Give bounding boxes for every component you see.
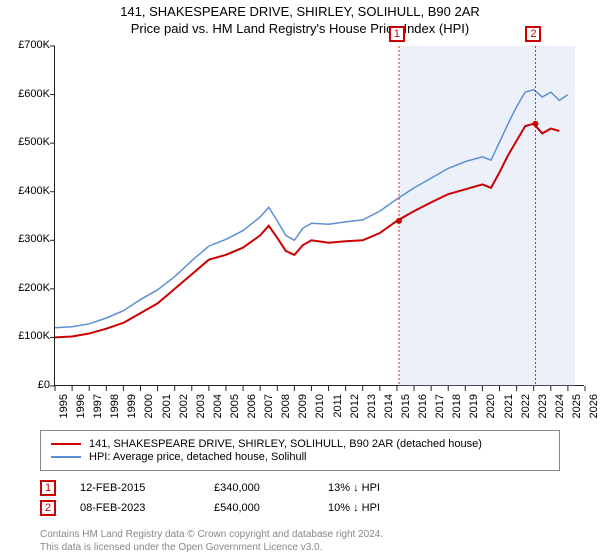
x-axis-label: 2003 xyxy=(195,394,207,434)
callout-marker-1: 1 xyxy=(389,26,405,42)
x-axis-label: 2006 xyxy=(246,394,258,434)
y-axis-label: £600K xyxy=(0,88,50,100)
chart-title-main: 141, SHAKESPEARE DRIVE, SHIRLEY, SOLIHUL… xyxy=(0,4,600,19)
x-axis-label: 2000 xyxy=(143,394,155,434)
x-axis-label: 1999 xyxy=(126,394,138,434)
x-axis-label: 2023 xyxy=(537,394,549,434)
x-axis-label: 2020 xyxy=(485,394,497,434)
x-axis-label: 2016 xyxy=(417,394,429,434)
x-axis-label: 2025 xyxy=(571,394,583,434)
x-axis-label: 2017 xyxy=(434,394,446,434)
event-row: 1 12-FEB-2015 £340,000 13% ↓ HPI xyxy=(40,478,560,498)
x-axis-label: 1997 xyxy=(92,394,104,434)
x-axis-label: 2026 xyxy=(588,394,600,434)
x-axis-label: 1995 xyxy=(58,394,70,434)
x-axis-label: 2004 xyxy=(212,394,224,434)
legend-label: HPI: Average price, detached house, Soli… xyxy=(89,451,307,463)
callout-marker-2: 2 xyxy=(525,26,541,42)
event-date: 12-FEB-2015 xyxy=(80,482,190,494)
event-row: 2 08-FEB-2023 £540,000 10% ↓ HPI xyxy=(40,498,560,518)
x-axis-label: 2007 xyxy=(263,394,275,434)
y-axis-label: £500K xyxy=(0,136,50,148)
chart-legend: 141, SHAKESPEARE DRIVE, SHIRLEY, SOLIHUL… xyxy=(40,430,560,471)
event-marker-box: 1 xyxy=(40,480,56,496)
chart-titles: 141, SHAKESPEARE DRIVE, SHIRLEY, SOLIHUL… xyxy=(0,0,600,36)
x-axis-label: 2013 xyxy=(366,394,378,434)
y-axis-label: £300K xyxy=(0,233,50,245)
y-axis-label: £0 xyxy=(0,379,50,391)
x-axis-label: 2015 xyxy=(400,394,412,434)
legend-swatch xyxy=(51,456,81,458)
x-axis-label: 2022 xyxy=(520,394,532,434)
footer-attribution: Contains HM Land Registry data © Crown c… xyxy=(40,528,383,554)
chart-plot-area xyxy=(54,46,584,386)
x-axis-label: 2001 xyxy=(161,394,173,434)
footer-line-1: Contains HM Land Registry data © Crown c… xyxy=(40,528,383,541)
x-axis-label: 2018 xyxy=(451,394,463,434)
y-axis-label: £400K xyxy=(0,185,50,197)
x-axis-label: 2021 xyxy=(503,394,515,434)
legend-row: 141, SHAKESPEARE DRIVE, SHIRLEY, SOLIHUL… xyxy=(51,438,549,450)
x-axis-label: 2009 xyxy=(297,394,309,434)
x-axis-label: 2019 xyxy=(468,394,480,434)
event-date: 08-FEB-2023 xyxy=(80,502,190,514)
events-table: 1 12-FEB-2015 £340,000 13% ↓ HPI 2 08-FEB-202… xyxy=(40,478,560,518)
chart-title-sub: Price paid vs. HM Land Registry's House … xyxy=(0,21,600,36)
x-axis-label: 2002 xyxy=(178,394,190,434)
series-line-hpi xyxy=(55,90,568,328)
x-axis-label: 2005 xyxy=(229,394,241,434)
x-axis-label: 2011 xyxy=(332,394,344,434)
chart-svg xyxy=(55,46,584,385)
y-axis-label: £100K xyxy=(0,330,50,342)
event-marker-box: 2 xyxy=(40,500,56,516)
event-price: £340,000 xyxy=(214,482,304,494)
x-axis-label: 2010 xyxy=(314,394,326,434)
x-axis-label: 2014 xyxy=(383,394,395,434)
legend-swatch xyxy=(51,443,81,445)
event-price: £540,000 xyxy=(214,502,304,514)
x-axis-label: 2008 xyxy=(280,394,292,434)
page-container: 141, SHAKESPEARE DRIVE, SHIRLEY, SOLIHUL… xyxy=(0,0,600,560)
legend-label: 141, SHAKESPEARE DRIVE, SHIRLEY, SOLIHUL… xyxy=(89,438,482,450)
event-delta: 13% ↓ HPI xyxy=(328,482,380,494)
x-axis-label: 1996 xyxy=(75,394,87,434)
x-axis-label: 1998 xyxy=(109,394,121,434)
x-axis-label: 2024 xyxy=(554,394,566,434)
y-axis-label: £200K xyxy=(0,282,50,294)
y-axis-label: £700K xyxy=(0,39,50,51)
x-axis-label: 2012 xyxy=(349,394,361,434)
legend-row: HPI: Average price, detached house, Soli… xyxy=(51,451,549,463)
event-delta: 10% ↓ HPI xyxy=(328,502,380,514)
footer-line-2: This data is licensed under the Open Gov… xyxy=(40,541,383,554)
